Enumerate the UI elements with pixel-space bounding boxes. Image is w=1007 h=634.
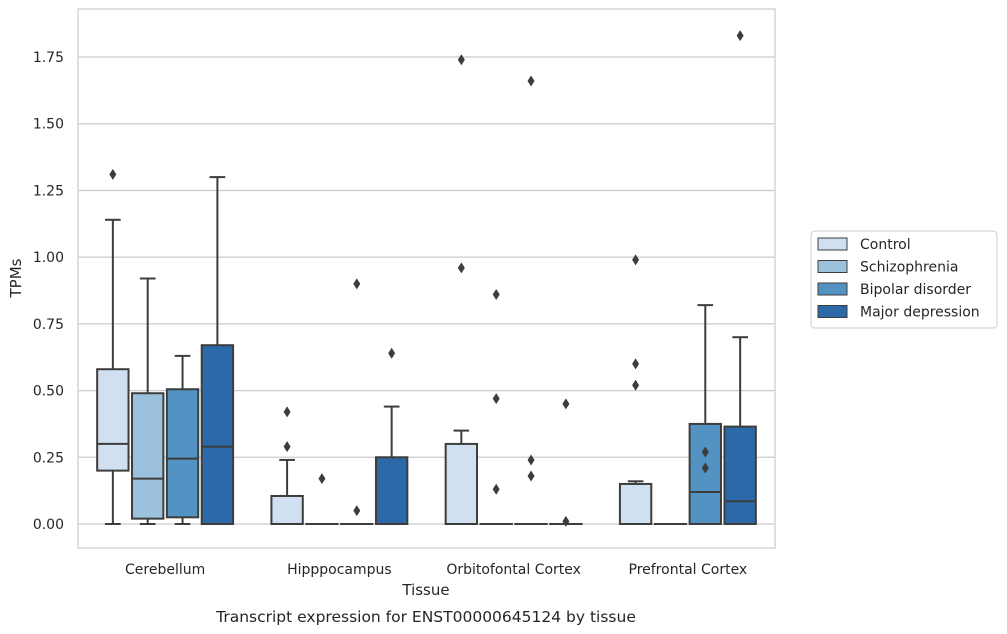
x-tick-label: Cerebellum bbox=[125, 562, 205, 578]
y-tick-label: 0.00 bbox=[33, 517, 64, 533]
box bbox=[270, 494, 304, 525]
box-bipolar-disorder bbox=[340, 278, 374, 525]
x-tick-label: Prefrontal Cortex bbox=[629, 562, 748, 578]
box bbox=[444, 442, 479, 525]
legend-swatch bbox=[817, 237, 848, 251]
y-tick-label: 1.50 bbox=[33, 117, 64, 133]
box-groups bbox=[96, 30, 757, 527]
outlier-point bbox=[527, 75, 535, 87]
y-tick-label: 0.75 bbox=[33, 317, 64, 333]
box-major-depression bbox=[723, 30, 757, 525]
x-axis-ticks: Cerebellum Hipppocampus Orbitofontal Corte… bbox=[125, 562, 747, 578]
outlier-point bbox=[632, 254, 640, 266]
outlier-point bbox=[632, 358, 640, 370]
box-bipolar-disorder bbox=[165, 354, 200, 525]
box bbox=[374, 456, 409, 525]
outlier-point bbox=[353, 505, 361, 517]
y-tick-label: 0.25 bbox=[33, 450, 64, 466]
box-major-depression bbox=[549, 398, 583, 527]
legend-label: Major depression bbox=[860, 305, 980, 321]
outlier-point bbox=[562, 515, 570, 527]
x-axis-label: Tissue bbox=[401, 581, 449, 599]
outlier-point bbox=[701, 462, 709, 474]
y-tick-label: 1.00 bbox=[33, 250, 64, 266]
box bbox=[723, 425, 757, 525]
outlier-point bbox=[109, 168, 117, 180]
outlier-point bbox=[283, 406, 291, 418]
legend-swatch bbox=[817, 305, 848, 318]
box-control bbox=[618, 254, 653, 525]
box-control bbox=[444, 54, 479, 525]
box bbox=[131, 392, 165, 520]
y-tick-label: 1.25 bbox=[33, 183, 64, 199]
box bbox=[165, 388, 200, 519]
legend-label: Bipolar disorder bbox=[860, 282, 971, 298]
legend-label: Control bbox=[860, 237, 911, 253]
box bbox=[96, 368, 130, 472]
outlier-point bbox=[388, 347, 396, 359]
outlier-point bbox=[492, 393, 500, 405]
box-major-depression bbox=[200, 176, 235, 525]
legend-swatch bbox=[817, 260, 848, 273]
outlier-point bbox=[318, 473, 326, 485]
box-schizophrenia bbox=[305, 473, 339, 525]
outlier-point bbox=[457, 54, 465, 66]
box bbox=[688, 422, 722, 525]
box bbox=[618, 482, 653, 525]
outlier-point bbox=[457, 262, 465, 274]
outlier-point bbox=[562, 398, 570, 410]
y-tick-label: 1.75 bbox=[33, 50, 64, 66]
outlier-point bbox=[492, 289, 500, 301]
box-major-depression bbox=[374, 347, 409, 525]
legend: Control Schizophrenia Bipolar disorder Majo… bbox=[810, 230, 998, 329]
outlier-point bbox=[632, 379, 640, 391]
outlier-point bbox=[283, 441, 291, 453]
outlier-point bbox=[527, 470, 535, 482]
outlier-point bbox=[353, 278, 361, 290]
box-schizophrenia bbox=[131, 277, 165, 525]
box-control bbox=[96, 168, 130, 525]
outlier-point bbox=[492, 483, 500, 495]
x-tick-label: Orbitofontal Cortex bbox=[446, 562, 581, 578]
legend-label: Schizophrenia bbox=[860, 260, 958, 276]
plot-area bbox=[77, 8, 776, 549]
box-control bbox=[270, 406, 304, 525]
outlier-point bbox=[736, 30, 744, 42]
legend-swatch bbox=[817, 282, 848, 296]
y-axis-label: TPMs bbox=[7, 258, 25, 298]
outlier-point bbox=[701, 446, 709, 458]
x-tick-label: Hipppocampus bbox=[287, 562, 392, 578]
y-axis-ticks: 0.00 0.25 0.50 0.75 1.00 1.25 1.50 1.75 bbox=[33, 50, 64, 533]
outlier-point bbox=[527, 454, 535, 466]
y-tick-label: 0.50 bbox=[33, 384, 64, 400]
box bbox=[200, 344, 235, 525]
chart-title: Transcript expression for ENST0000064512… bbox=[215, 608, 636, 626]
box-bipolar-disorder bbox=[688, 304, 722, 525]
box-bipolar-disorder bbox=[514, 75, 548, 525]
legend-frame bbox=[810, 230, 998, 329]
box-schizophrenia bbox=[479, 289, 513, 525]
